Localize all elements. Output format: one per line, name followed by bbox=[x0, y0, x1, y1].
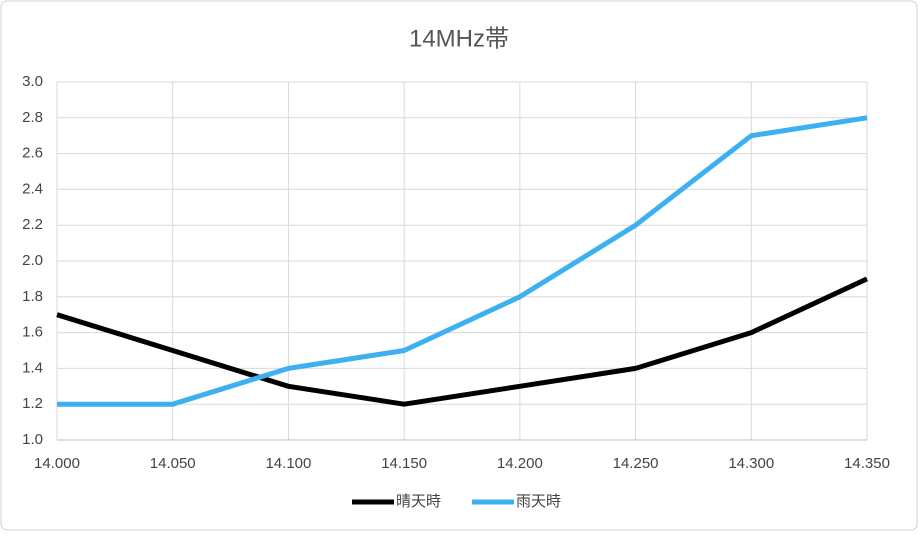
y-tick-label: 1.4 bbox=[22, 359, 43, 376]
y-tick-label: 2.6 bbox=[22, 145, 43, 162]
y-tick-label: 1.2 bbox=[22, 395, 43, 412]
y-tick-label: 2.0 bbox=[22, 252, 43, 269]
x-tick-label: 14.000 bbox=[34, 455, 80, 472]
x-tick-label: 14.050 bbox=[150, 455, 196, 472]
y-tick-label: 1.6 bbox=[22, 324, 43, 341]
y-tick-label: 3.0 bbox=[22, 73, 43, 90]
y-tick-label: 2.8 bbox=[22, 109, 43, 126]
y-tick-label: 2.4 bbox=[22, 180, 43, 197]
series-line bbox=[56, 276, 869, 407]
y-tick-label: 1.8 bbox=[22, 288, 43, 305]
chart-title: 14MHz帯 bbox=[409, 25, 509, 52]
x-tick-label: 14.100 bbox=[265, 455, 311, 472]
legend-label: 雨天時 bbox=[516, 493, 561, 510]
y-tick-label: 2.2 bbox=[22, 216, 43, 233]
x-tick-label: 14.250 bbox=[613, 455, 659, 472]
series-line bbox=[57, 115, 868, 407]
x-tick-label: 14.200 bbox=[497, 455, 543, 472]
y-tick-label: 1.0 bbox=[22, 431, 43, 448]
x-tick-label: 14.150 bbox=[381, 455, 427, 472]
x-tick-label: 14.350 bbox=[844, 455, 890, 472]
legend-label: 晴天時 bbox=[396, 493, 441, 510]
x-tick-label: 14.300 bbox=[728, 455, 774, 472]
